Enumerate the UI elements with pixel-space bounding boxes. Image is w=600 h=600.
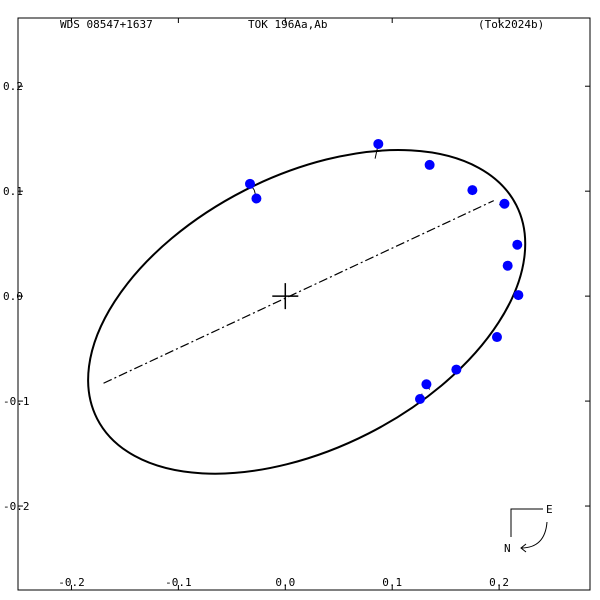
- axis-tick-labels: -0.2 -0.1 0.0 0.1 0.2 0.2 0.1 0.0 -0.1 -0.2: [3, 80, 509, 589]
- y-tick-label: -0.1: [3, 395, 30, 408]
- header-left-label: WDS 08547+1637: [60, 18, 153, 31]
- compass-arrowhead: [520, 543, 527, 553]
- observation-point: [415, 393, 426, 404]
- y-tick-label: 0.0: [3, 290, 23, 303]
- compass: E N: [504, 503, 553, 555]
- compass-arrow: [520, 521, 548, 549]
- y-tick-label: -0.2: [3, 500, 30, 513]
- compass-north-label: N: [504, 542, 511, 555]
- x-tick-label: 0.1: [382, 576, 402, 589]
- axis-ticks: [18, 18, 590, 590]
- observation-point: [513, 290, 524, 301]
- x-tick-label: 0.0: [275, 576, 295, 589]
- observation-point: [467, 185, 478, 196]
- x-tick-label: -0.1: [165, 576, 192, 589]
- observation-point: [512, 239, 523, 250]
- header-center-label: TOK 196Aa,Ab: [248, 18, 327, 31]
- compass-east-label: E: [546, 503, 553, 516]
- x-tick-label: -0.2: [58, 576, 85, 589]
- observation-point: [373, 138, 384, 149]
- observation-point: [245, 178, 256, 189]
- observation-point: [424, 159, 435, 170]
- x-tick-label: 0.2: [489, 576, 509, 589]
- observation-point: [502, 260, 513, 271]
- orbit-ellipse: [87, 149, 527, 475]
- y-tick-label: 0.1: [3, 185, 23, 198]
- observation-point: [251, 193, 262, 204]
- observation-point: [451, 364, 462, 375]
- observation-points: [245, 138, 524, 404]
- plot-frame: [17, 17, 591, 591]
- observation-point: [491, 332, 502, 343]
- observation-point: [499, 198, 510, 209]
- observation-point: [421, 379, 432, 390]
- header-right-label: (Tok2024b): [478, 18, 544, 31]
- compass-axes: [510, 508, 543, 537]
- primary-star-marker: [272, 283, 299, 310]
- y-tick-label: 0.2: [3, 80, 23, 93]
- line-of-nodes: [103, 200, 495, 384]
